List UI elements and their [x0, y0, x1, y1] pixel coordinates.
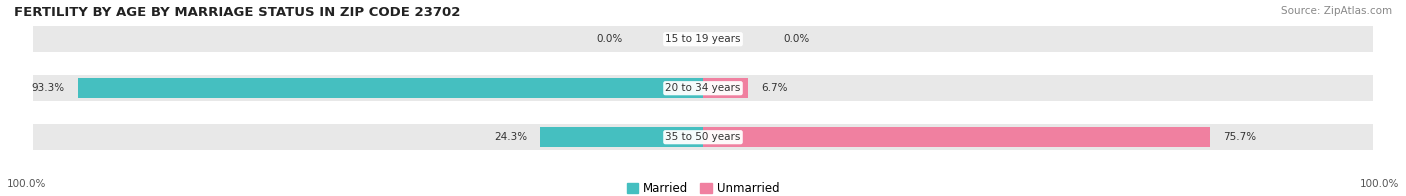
- Bar: [703, 127, 1209, 147]
- Text: 24.3%: 24.3%: [494, 132, 527, 142]
- Bar: [34, 75, 1372, 102]
- Bar: [540, 127, 703, 147]
- Text: 0.0%: 0.0%: [783, 34, 810, 44]
- Text: 100.0%: 100.0%: [7, 179, 46, 189]
- Legend: Married, Unmarried: Married, Unmarried: [621, 177, 785, 196]
- Text: FERTILITY BY AGE BY MARRIAGE STATUS IN ZIP CODE 23702: FERTILITY BY AGE BY MARRIAGE STATUS IN Z…: [14, 6, 460, 19]
- Bar: [34, 26, 1372, 53]
- Text: 15 to 19 years: 15 to 19 years: [665, 34, 741, 44]
- Text: Source: ZipAtlas.com: Source: ZipAtlas.com: [1281, 6, 1392, 16]
- Text: 6.7%: 6.7%: [761, 83, 787, 93]
- Text: 0.0%: 0.0%: [596, 34, 623, 44]
- Bar: [703, 78, 748, 99]
- Text: 35 to 50 years: 35 to 50 years: [665, 132, 741, 142]
- Text: 93.3%: 93.3%: [32, 83, 65, 93]
- Bar: [79, 78, 703, 99]
- Text: 75.7%: 75.7%: [1223, 132, 1257, 142]
- Text: 20 to 34 years: 20 to 34 years: [665, 83, 741, 93]
- Text: 100.0%: 100.0%: [1360, 179, 1399, 189]
- Bar: [34, 124, 1372, 151]
